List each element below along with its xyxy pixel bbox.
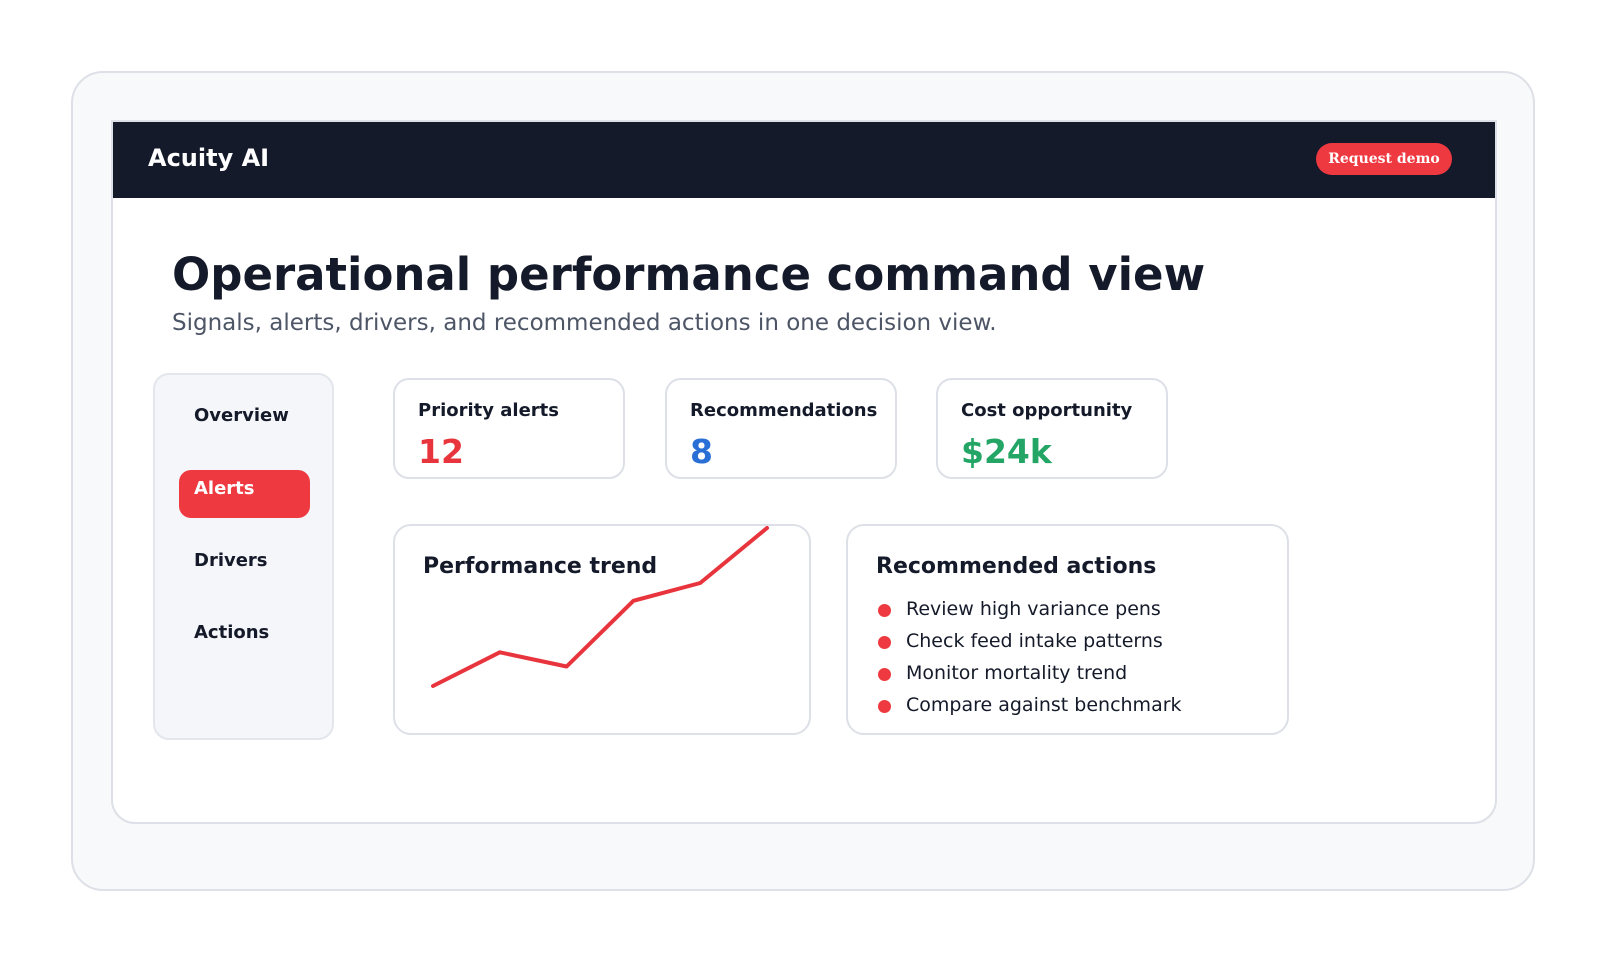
kpi-value: 12 [418,432,464,471]
kpi-value: $24k [961,432,1052,471]
action-text: Monitor mortality trend [906,662,1128,684]
brand-logo[interactable]: Acuity AI [148,144,270,172]
action-text: Compare against benchmark [906,694,1182,716]
kpi-label: Recommendations [690,400,878,421]
bullet-dot-icon [878,636,891,649]
sidebar-item-drivers[interactable]: Drivers [179,542,310,590]
action-item[interactable]: Compare against benchmark [876,694,1182,726]
sidebar-item-label: Overview [194,405,289,426]
kpi-card-priority-alerts[interactable]: Priority alerts 12 [393,378,625,479]
kpi-value: 8 [690,432,713,471]
sidebar-item-overview[interactable]: Overview [179,397,310,445]
action-item[interactable]: Check feed intake patterns [876,630,1182,662]
kpi-card-recommendations[interactable]: Recommendations 8 [665,378,897,479]
sidebar: Overview Alerts Drivers Actions [153,373,334,740]
actions-title: Recommended actions [876,554,1157,579]
sidebar-item-label: Actions [194,622,270,643]
recommended-actions-card: Recommended actions Review high variance… [846,524,1289,735]
trend-title: Performance trend [423,554,658,579]
sidebar-item-label: Alerts [194,478,255,499]
sidebar-item-alerts[interactable]: Alerts [179,470,310,518]
top-bar: Acuity AI Request demo [113,122,1495,198]
app-window: Acuity AI Request demo Operational perfo… [111,120,1497,824]
page-subtitle: Signals, alerts, drivers, and recommende… [172,310,997,336]
action-text: Review high variance pens [906,598,1161,620]
trend-line [431,526,769,688]
bullet-dot-icon [878,668,891,681]
trend-chart [431,526,769,688]
action-item[interactable]: Monitor mortality trend [876,662,1182,694]
sidebar-item-label: Drivers [194,550,268,571]
page-title: Operational performance command view [172,248,1206,301]
bullet-dot-icon [878,604,891,617]
kpi-label: Priority alerts [418,400,559,421]
actions-list: Review high variance pens Check feed int… [876,598,1182,726]
sidebar-item-actions[interactable]: Actions [179,614,310,662]
kpi-label: Cost opportunity [961,400,1133,421]
request-demo-button[interactable]: Request demo [1316,143,1452,175]
performance-trend-card: Performance trend [393,524,811,735]
bullet-dot-icon [878,700,891,713]
kpi-card-cost-opportunity[interactable]: Cost opportunity $24k [936,378,1168,479]
action-text: Check feed intake patterns [906,630,1163,652]
action-item[interactable]: Review high variance pens [876,598,1182,630]
